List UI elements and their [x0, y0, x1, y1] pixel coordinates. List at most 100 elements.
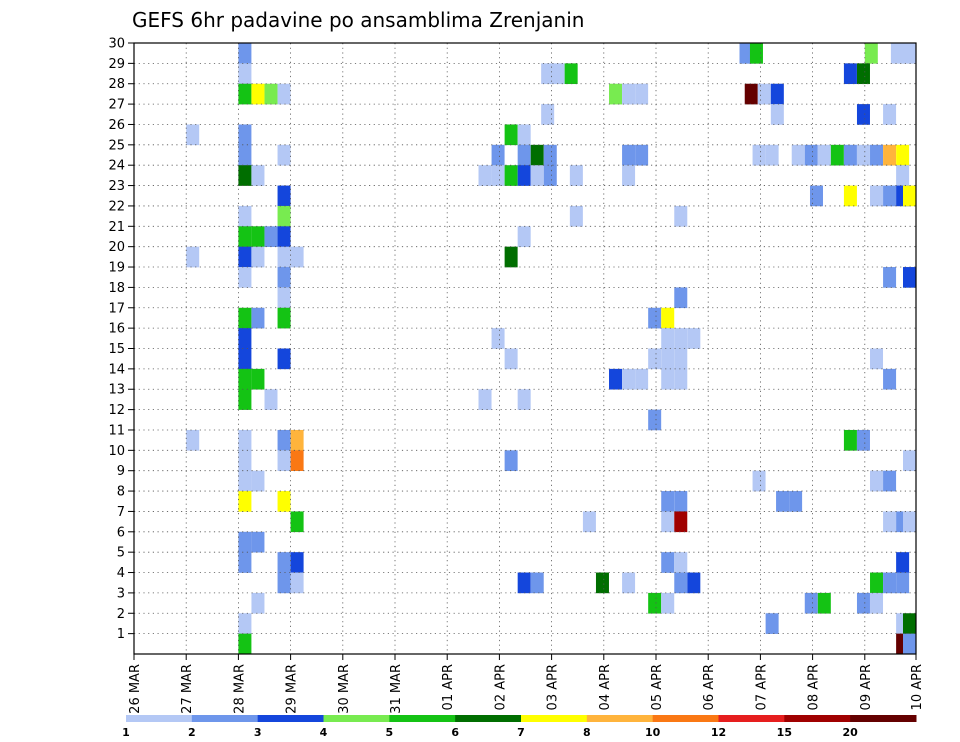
precip-cell-134 [238, 491, 252, 512]
precip-cell-39 [765, 144, 779, 166]
precip-cell-55 [530, 165, 544, 186]
precip-cell-107 [609, 368, 623, 390]
y-tick-label-30: 30 [108, 37, 125, 52]
precip-cell-160 [622, 572, 636, 594]
precip-cell-12 [238, 83, 252, 105]
precip-cell-176 [903, 613, 916, 634]
colorbar-swatch-9 [718, 715, 785, 722]
precip-cell-35 [543, 144, 557, 166]
precip-cell-59 [896, 165, 910, 186]
precip-cell-61 [809, 185, 823, 207]
precip-cell-34 [530, 144, 544, 166]
y-tick-label-19: 19 [108, 261, 125, 276]
precip-cell-155 [277, 572, 291, 594]
colorbar-swatch-10 [784, 715, 851, 722]
precip-cell-117 [648, 409, 662, 431]
precip-cell-26 [186, 124, 200, 146]
colorbar-swatch-1 [191, 715, 259, 722]
y-tick-label-13: 13 [108, 383, 125, 398]
precip-cell-108 [622, 368, 636, 390]
precip-cell-66 [903, 185, 916, 207]
x-tick-label-9: 04 APR [598, 664, 613, 710]
y-tick-label-18: 18 [108, 281, 125, 296]
y-tick-label-25: 25 [108, 138, 125, 153]
precip-cell-104 [870, 348, 884, 370]
precip-cell-62 [843, 185, 857, 207]
y-tick-label-29: 29 [108, 57, 125, 72]
precip-cell-0 [238, 43, 252, 64]
precip-cell-88 [238, 307, 252, 329]
x-tick-label-3: 29 MAR [285, 664, 300, 714]
precip-cell-33 [517, 144, 531, 166]
precip-cell-67 [238, 205, 252, 227]
x-tick-label-11: 06 APR [702, 664, 717, 710]
colorbar-label-12: 12 [711, 726, 726, 739]
precip-cell-53 [504, 165, 518, 186]
colorbar-swatch-4 [389, 715, 456, 722]
precip-cell-20 [757, 83, 771, 105]
x-tick-label-0: 26 MAR [128, 664, 143, 714]
colorbar-label-8: 8 [583, 726, 591, 739]
y-tick-label-14: 14 [108, 362, 125, 377]
y-tick-label-10: 10 [108, 444, 125, 459]
precip-cell-113 [238, 389, 252, 410]
colorbar-swatch-7 [586, 715, 654, 722]
precip-cell-166 [251, 592, 265, 614]
precip-cell-124 [238, 450, 252, 471]
colorbar-swatch-11 [850, 715, 917, 722]
precip-cell-143 [674, 511, 688, 533]
precip-cell-109 [635, 368, 649, 390]
precip-cell-37 [635, 144, 649, 166]
y-tick-label-17: 17 [108, 301, 125, 316]
precip-cell-102 [661, 348, 675, 370]
y-tick-label-24: 24 [108, 159, 125, 174]
precip-cell-2 [749, 43, 763, 64]
precip-cell-141 [582, 511, 596, 533]
precip-cell-121 [290, 429, 304, 451]
precip-cell-100 [504, 348, 518, 370]
precip-cell-120 [277, 429, 291, 451]
precip-cell-71 [238, 226, 252, 247]
precip-cell-49 [238, 165, 252, 186]
y-tick-label-22: 22 [108, 199, 125, 214]
precip-cell-31 [277, 144, 291, 166]
precip-cell-116 [517, 389, 531, 410]
precip-cell-136 [661, 491, 675, 512]
precip-cell-135 [277, 491, 291, 512]
precip-cell-64 [883, 185, 897, 207]
precip-cell-29 [517, 124, 531, 146]
precip-cell-10 [843, 63, 857, 85]
precip-cell-97 [687, 328, 701, 349]
precip-cell-140 [290, 511, 304, 533]
precip-cell-8 [551, 63, 565, 85]
y-tick-label-23: 23 [108, 179, 125, 194]
precip-cell-122 [843, 429, 857, 451]
precip-cell-164 [883, 572, 897, 594]
precip-cell-174 [765, 613, 779, 634]
y-tick-label-11: 11 [108, 423, 125, 438]
y-tick-label-16: 16 [108, 322, 125, 337]
precip-cell-45 [856, 144, 870, 166]
y-tick-label-27: 27 [108, 98, 125, 113]
precip-cell-153 [674, 552, 688, 573]
precip-cell-47 [883, 144, 897, 166]
precip-cell-46 [870, 144, 884, 166]
precip-cell-165 [896, 572, 910, 594]
precip-cell-87 [674, 287, 688, 309]
precip-cell-25 [883, 104, 897, 125]
precip-cell-24 [856, 104, 870, 125]
precip-cell-130 [251, 470, 265, 492]
colorbar-label-10: 10 [645, 726, 661, 739]
x-tick-label-6: 01 APR [441, 664, 456, 710]
precip-cell-148 [251, 531, 265, 553]
precip-cell-86 [277, 287, 291, 309]
precip-cell-170 [817, 592, 831, 614]
precip-cell-112 [883, 368, 897, 390]
precip-cell-42 [817, 144, 831, 166]
y-tick-label-5: 5 [117, 546, 125, 561]
x-tick-label-2: 28 MAR [232, 664, 247, 714]
precip-cell-1 [739, 43, 753, 64]
precip-cell-4 [890, 43, 904, 64]
precip-cell-44 [843, 144, 857, 166]
precip-cell-38 [752, 144, 766, 166]
